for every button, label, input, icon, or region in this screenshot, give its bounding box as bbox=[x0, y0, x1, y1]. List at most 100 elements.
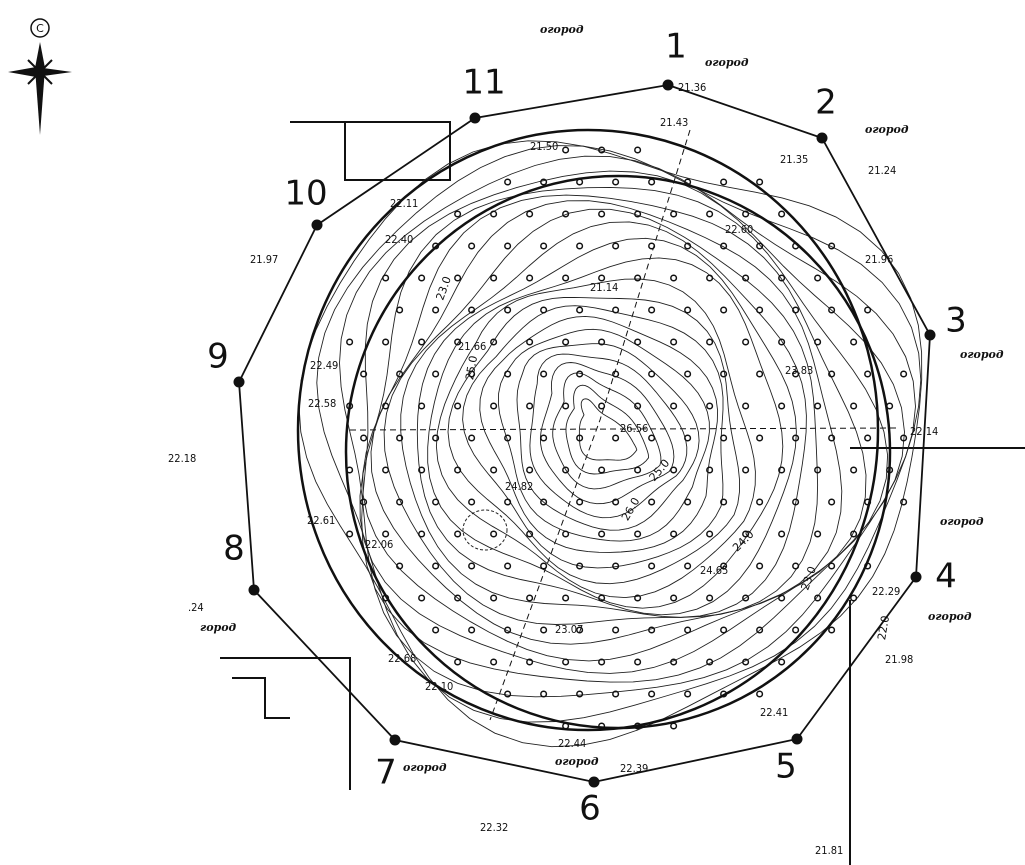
survey-point bbox=[756, 690, 764, 698]
survey-point bbox=[684, 306, 692, 314]
survey-point bbox=[490, 402, 498, 410]
elevation-label: 21.50 bbox=[530, 140, 558, 153]
survey-point bbox=[598, 402, 606, 410]
survey-point bbox=[576, 498, 584, 506]
boundary-point bbox=[389, 734, 401, 746]
survey-point bbox=[612, 306, 620, 314]
point-number: 7 bbox=[375, 753, 397, 793]
survey-point bbox=[490, 466, 498, 474]
survey-point bbox=[562, 274, 570, 282]
contour-line bbox=[359, 186, 889, 674]
contour-line bbox=[565, 384, 650, 475]
survey-point bbox=[504, 434, 512, 442]
survey-point bbox=[828, 434, 836, 442]
elevation-label: 21.96 bbox=[865, 253, 893, 266]
area-label: огород bbox=[865, 123, 909, 136]
boundary-point bbox=[924, 329, 936, 341]
boundary-circle bbox=[344, 174, 892, 730]
survey-point bbox=[526, 210, 534, 218]
survey-point bbox=[720, 306, 728, 314]
survey-point bbox=[720, 562, 728, 570]
survey-point bbox=[562, 146, 570, 154]
elevation-label: 23.07 bbox=[555, 623, 583, 636]
area-label: огород bbox=[928, 610, 972, 623]
survey-point bbox=[562, 466, 570, 474]
survey-point bbox=[828, 242, 836, 250]
survey-point bbox=[684, 690, 692, 698]
survey-point bbox=[634, 594, 642, 602]
contour-line bbox=[400, 221, 807, 618]
survey-point bbox=[634, 658, 642, 666]
survey-point bbox=[756, 306, 764, 314]
survey-point bbox=[526, 466, 534, 474]
survey-point bbox=[778, 594, 786, 602]
survey-point bbox=[828, 562, 836, 570]
pit-outline bbox=[462, 509, 508, 551]
area-label: огород bbox=[705, 56, 749, 69]
survey-point bbox=[418, 402, 426, 410]
survey-point bbox=[814, 530, 822, 538]
survey-point bbox=[648, 434, 656, 442]
elevation-label: 22.41 bbox=[760, 706, 788, 719]
survey-point bbox=[684, 562, 692, 570]
survey-point bbox=[850, 530, 858, 538]
survey-point bbox=[778, 658, 786, 666]
survey-point bbox=[598, 146, 606, 154]
survey-point bbox=[756, 370, 764, 378]
boundary-point bbox=[662, 79, 674, 91]
fences bbox=[220, 121, 1025, 865]
survey-point bbox=[684, 626, 692, 634]
survey-point bbox=[706, 338, 714, 346]
survey-point bbox=[454, 466, 462, 474]
survey-point bbox=[540, 626, 548, 634]
survey-point bbox=[432, 306, 440, 314]
elevation-label: 22.18 bbox=[168, 452, 196, 465]
survey-point bbox=[576, 562, 584, 570]
survey-point bbox=[540, 178, 548, 186]
survey-point bbox=[670, 210, 678, 218]
survey-point bbox=[490, 274, 498, 282]
point-number: 1 bbox=[665, 27, 687, 67]
survey-point bbox=[900, 498, 908, 506]
boundary-point bbox=[816, 132, 828, 144]
survey-point bbox=[778, 466, 786, 474]
survey-point bbox=[454, 658, 462, 666]
survey-point bbox=[382, 466, 390, 474]
survey-point bbox=[756, 498, 764, 506]
survey-point bbox=[418, 274, 426, 282]
survey-point bbox=[792, 498, 800, 506]
survey-point bbox=[720, 178, 728, 186]
contour-line bbox=[427, 257, 784, 609]
point-number: 3 bbox=[945, 301, 967, 341]
survey-point bbox=[684, 178, 692, 186]
contour-line bbox=[497, 328, 710, 542]
survey-point bbox=[612, 242, 620, 250]
survey-point bbox=[720, 690, 728, 698]
survey-point bbox=[612, 690, 620, 698]
contour-line bbox=[578, 398, 638, 461]
survey-point bbox=[396, 498, 404, 506]
survey-point bbox=[454, 210, 462, 218]
survey-point bbox=[756, 562, 764, 570]
survey-point bbox=[670, 338, 678, 346]
survey-point bbox=[648, 242, 656, 250]
survey-point bbox=[720, 626, 728, 634]
survey-point bbox=[778, 402, 786, 410]
survey-point bbox=[360, 434, 368, 442]
elevation-label: 22.29 bbox=[872, 585, 900, 598]
survey-point bbox=[504, 306, 512, 314]
area-label: огород bbox=[960, 348, 1004, 361]
survey-point bbox=[670, 594, 678, 602]
survey-point bbox=[490, 658, 498, 666]
survey-point bbox=[634, 402, 642, 410]
elevation-label: 22.68 bbox=[388, 652, 416, 665]
survey-point bbox=[648, 498, 656, 506]
elevation-label: 21.97 bbox=[250, 253, 278, 266]
survey-point bbox=[612, 178, 620, 186]
survey-point bbox=[670, 402, 678, 410]
survey-point bbox=[720, 242, 728, 250]
elevation-label: 22.14 bbox=[910, 425, 938, 438]
boundary-line bbox=[238, 84, 931, 783]
survey-point bbox=[706, 594, 714, 602]
survey-point bbox=[576, 306, 584, 314]
